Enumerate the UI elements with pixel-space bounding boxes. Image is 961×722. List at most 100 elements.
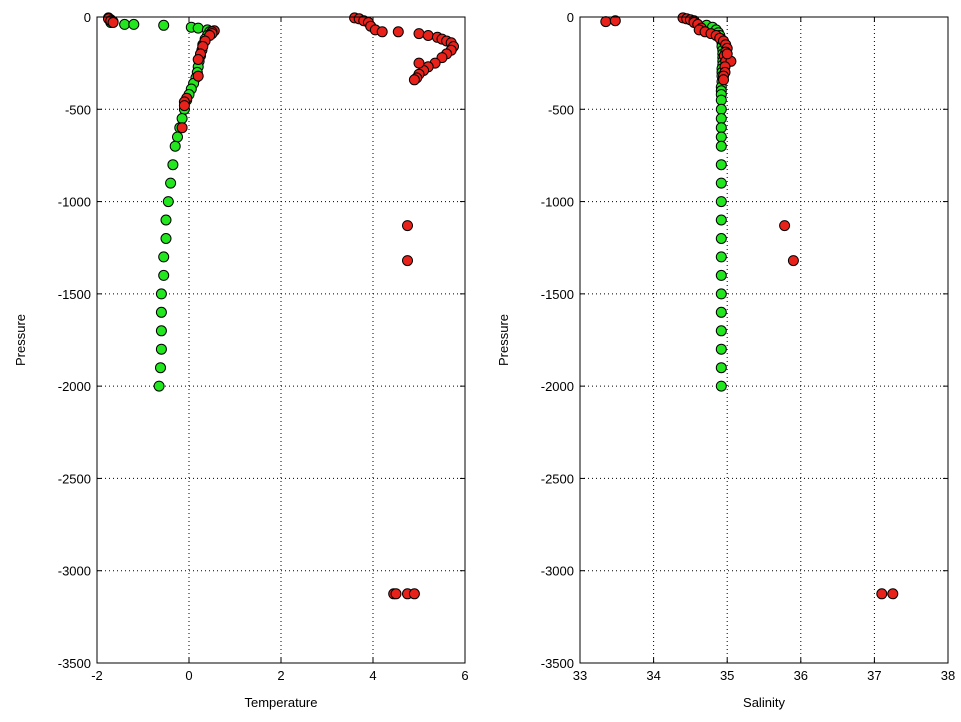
data-point-green [155, 362, 166, 374]
data-point-green [128, 18, 140, 30]
data-point-green [715, 269, 727, 281]
x-tick-label: 2 [277, 668, 284, 683]
y-tick-label: -500 [65, 102, 91, 117]
y-tick-label: -1000 [541, 195, 574, 210]
data-point-green [715, 380, 727, 392]
data-point-red [178, 100, 190, 112]
data-point-green [158, 269, 170, 281]
x-tick-label: 38 [941, 668, 955, 683]
data-point-green [715, 113, 727, 124]
plot-area [580, 17, 948, 663]
x-axis-label: Temperature [245, 695, 318, 710]
data-point-green [715, 94, 727, 106]
data-point-green [158, 19, 170, 31]
data-point-green [169, 140, 181, 152]
data-point-green [167, 159, 179, 171]
y-tick-label: 0 [84, 10, 91, 25]
data-point-red [402, 255, 413, 267]
x-tick-label: 0 [185, 668, 192, 683]
y-tick-label: -3500 [541, 656, 574, 671]
data-point-green [119, 18, 131, 30]
data-point-red [107, 17, 119, 28]
y-axis-label: Pressure [496, 314, 511, 366]
data-point-red [887, 588, 899, 600]
data-point-red [176, 122, 188, 134]
data-point-green [715, 214, 727, 226]
x-tick-label: 34 [646, 668, 660, 683]
data-point-green [715, 159, 727, 171]
y-axis-label: Pressure [13, 314, 28, 366]
data-point-green [715, 325, 727, 337]
data-point-red [609, 15, 621, 27]
data-point-green [176, 113, 188, 124]
data-point-green [158, 251, 170, 263]
data-point-green [155, 343, 167, 355]
data-point-red [408, 74, 420, 86]
data-point-red [408, 588, 420, 600]
data-point-red [721, 48, 733, 60]
data-point-green [715, 306, 727, 318]
data-point-red [422, 30, 434, 41]
axes-frame [579, 16, 949, 664]
data-point-green [715, 251, 727, 263]
x-tick-label: 6 [461, 668, 468, 683]
data-point-red [376, 26, 388, 38]
data-point-red [413, 57, 425, 69]
x-tick-label: 35 [720, 668, 734, 683]
y-tick-label: -2500 [58, 471, 91, 486]
x-tick-label: -2 [91, 668, 103, 683]
data-point-green [715, 233, 727, 244]
plot-area [97, 17, 465, 663]
salinity-pressure-plot: 33 34 35 36 37 38 0 -500 -1000 -1500 -2000 -2500 -30… [496, 10, 955, 710]
data-point-red [876, 588, 888, 600]
x-tick-label: 36 [794, 668, 808, 683]
data-point-green [715, 196, 727, 208]
data-point-red [600, 16, 612, 28]
y-tick-label: -1000 [58, 195, 91, 210]
y-tick-label: -3000 [58, 564, 91, 579]
y-tick-label: -2500 [541, 471, 574, 486]
y-tick-label: -1500 [541, 287, 574, 302]
data-point-green [160, 214, 172, 226]
data-point-green [162, 196, 174, 208]
data-point-green [715, 140, 727, 152]
data-point-red [779, 220, 791, 232]
data-point-green [160, 233, 172, 244]
y-tick-label: -3000 [541, 564, 574, 579]
data-point-green [715, 288, 727, 300]
data-point-green [153, 380, 165, 392]
data-point-green [155, 325, 167, 337]
x-tick-label: 37 [867, 668, 881, 683]
y-tick-label: -2000 [541, 379, 574, 394]
data-point-red [390, 588, 402, 600]
y-tick-label: -2000 [58, 379, 91, 394]
data-point-green [172, 131, 183, 143]
data-point-green [165, 177, 177, 189]
x-tick-label: 33 [573, 668, 587, 683]
data-point-red [787, 255, 799, 267]
axes-frame [96, 16, 466, 664]
temperature-pressure-plot: -2 0 2 4 6 0 -500 -1000 -1500 -2000 -2500 -3000 -350… [13, 10, 469, 710]
data-point-green [715, 122, 727, 134]
x-axis-label: Salinity [743, 695, 785, 710]
data-point-green [715, 131, 727, 143]
data-point-red [192, 70, 204, 82]
data-point-red [413, 28, 425, 40]
y-tick-label: -3500 [58, 656, 91, 671]
data-point-green [715, 103, 727, 115]
data-point-green [715, 362, 727, 374]
data-point-red [192, 54, 204, 65]
y-tick-label: -500 [548, 102, 574, 117]
data-point-red [402, 220, 413, 232]
data-point-green [715, 177, 727, 189]
data-point-green [155, 306, 167, 318]
data-point-green [155, 288, 167, 300]
data-point-red [392, 26, 404, 38]
data-point-green [192, 22, 204, 34]
x-tick-label: 4 [369, 668, 376, 683]
y-tick-label: -1500 [58, 287, 91, 302]
y-tick-label: 0 [567, 10, 574, 25]
data-point-red [718, 74, 729, 86]
data-point-green [715, 343, 727, 355]
